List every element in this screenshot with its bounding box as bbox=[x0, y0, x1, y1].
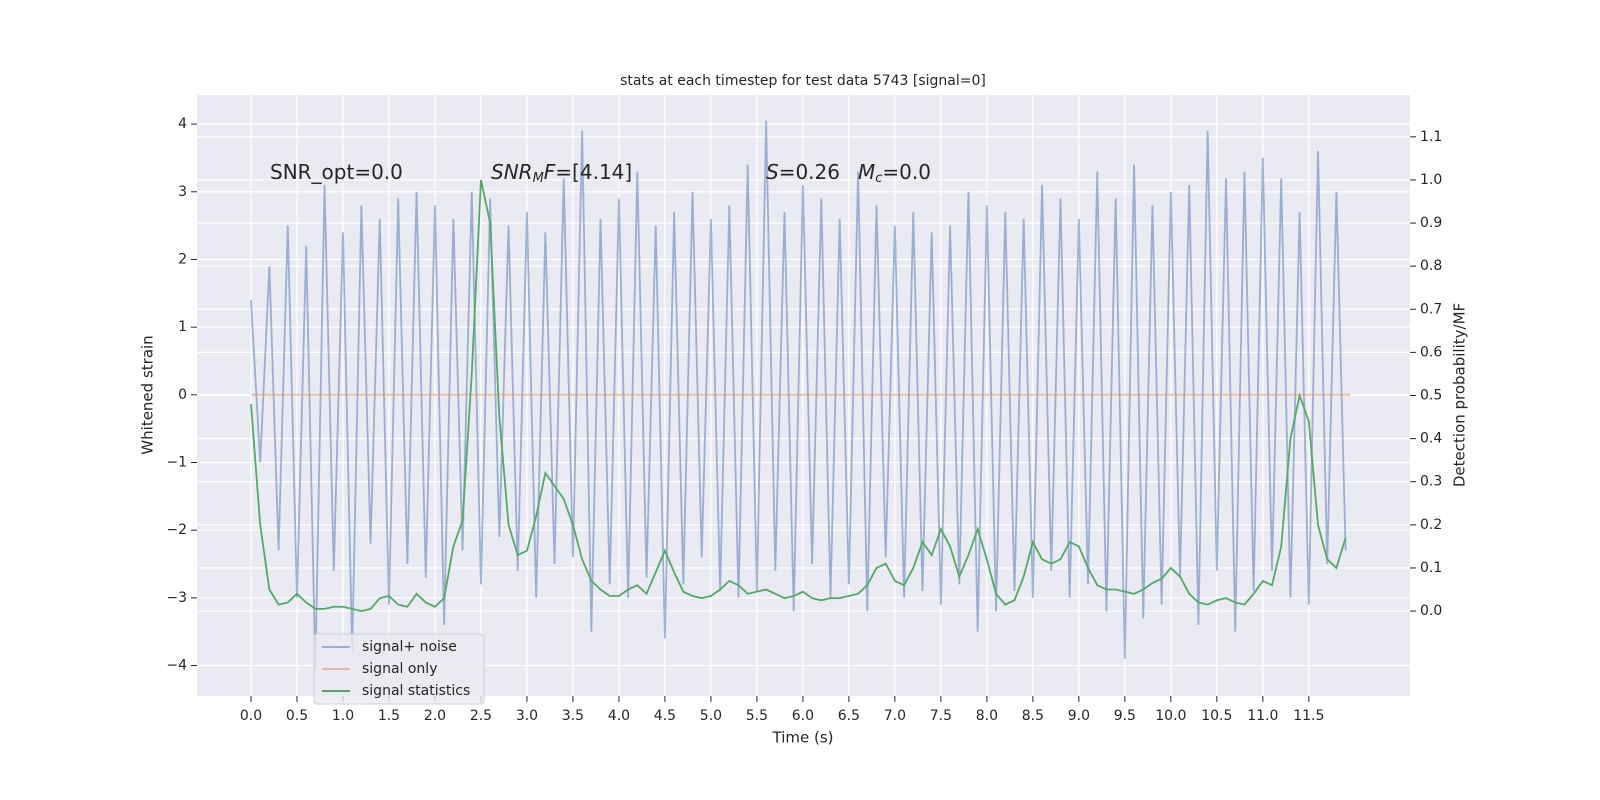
x-tick-label: 10.5 bbox=[1201, 708, 1232, 724]
y2-tick-label: 0.0 bbox=[1420, 603, 1442, 619]
y-tick-label: −4 bbox=[166, 658, 187, 674]
y2-tick-label: 0.2 bbox=[1420, 517, 1442, 533]
x-tick-label: 8.5 bbox=[1022, 708, 1044, 724]
legend: signal+ noise signal only signal statistic… bbox=[313, 633, 485, 705]
y2-tick-label: 0.4 bbox=[1420, 431, 1442, 447]
y-tick-label: 3 bbox=[178, 184, 187, 200]
x-tick-label: 7.0 bbox=[884, 708, 906, 724]
x-tick-label: 7.5 bbox=[930, 708, 952, 724]
x-axis-label: Time (s) bbox=[772, 729, 834, 747]
y2-tick-label: 0.6 bbox=[1420, 344, 1442, 360]
y2-tick-label: 0.3 bbox=[1420, 474, 1442, 490]
x-tick-label: 0.5 bbox=[286, 708, 308, 724]
y-tick-label: −2 bbox=[166, 522, 187, 538]
x-tick-label: 9.0 bbox=[1068, 708, 1090, 724]
x-tick-label: 2.0 bbox=[424, 708, 446, 724]
x-tick-label: 4.0 bbox=[608, 708, 630, 724]
annotation: SNR_opt=0.0 bbox=[270, 160, 403, 184]
legend-label: signal statistics bbox=[362, 683, 470, 699]
series-line bbox=[250, 179, 1347, 612]
x-tick-label: 3.5 bbox=[562, 708, 584, 724]
y-tick-label: −3 bbox=[166, 590, 187, 606]
x-tick-label: 10.0 bbox=[1155, 708, 1186, 724]
y2-tick-label: 0.8 bbox=[1420, 258, 1442, 274]
annotation-part: =0.26 bbox=[779, 160, 840, 184]
y-axis-label: Whitened strain bbox=[139, 335, 157, 454]
x-tick-label: 9.5 bbox=[1114, 708, 1136, 724]
annotation: SNRMF=[4.14] bbox=[491, 160, 632, 186]
x-tick-label: 8.0 bbox=[976, 708, 998, 724]
y-tick-label: −1 bbox=[166, 455, 187, 471]
x-tick-label: 5.0 bbox=[700, 708, 722, 724]
x-tick-label: 11.0 bbox=[1247, 708, 1278, 724]
x-tick-label: 5.5 bbox=[746, 708, 768, 724]
x-tick-label: 0.0 bbox=[240, 708, 262, 724]
y2-tick-label: 0.1 bbox=[1420, 560, 1442, 576]
annotation-part: SNR_opt=0.0 bbox=[270, 160, 403, 184]
y2-tick-label: 0.5 bbox=[1420, 388, 1442, 404]
y-tick-label: 4 bbox=[178, 116, 187, 132]
x-tick-label: 11.5 bbox=[1293, 708, 1324, 724]
x-tick-label: 6.0 bbox=[792, 708, 814, 724]
y2-tick-label: 0.9 bbox=[1420, 215, 1442, 231]
annotation-part: =0.0 bbox=[882, 160, 931, 184]
y2-axis-label: Detection probability/MF bbox=[1451, 303, 1469, 487]
y2-tick-label: 1.1 bbox=[1420, 129, 1442, 145]
y2-tick-label: 1.0 bbox=[1420, 172, 1442, 188]
y-tick-label: 0 bbox=[178, 387, 187, 403]
annotation-part: =[4.14] bbox=[555, 160, 632, 184]
annotation-part: c bbox=[875, 171, 882, 186]
legend-label: signal+ noise bbox=[362, 639, 457, 655]
x-tick-label: 2.5 bbox=[470, 708, 492, 724]
x-tick-label: 4.5 bbox=[654, 708, 676, 724]
y-tick-label: 1 bbox=[178, 319, 187, 335]
x-tick-label: 1.5 bbox=[378, 708, 400, 724]
legend-label: signal only bbox=[362, 661, 437, 677]
annotation-part: M bbox=[858, 160, 875, 184]
annotation-part: SNR bbox=[491, 160, 533, 184]
x-tick-label: 1.0 bbox=[332, 708, 354, 724]
x-tick-label: 3.0 bbox=[516, 708, 538, 724]
annotation-part: S bbox=[766, 160, 779, 184]
annotation-part: F bbox=[544, 160, 556, 184]
annotation: Mc=0.0 bbox=[858, 160, 931, 186]
y-tick-label: 2 bbox=[178, 251, 187, 267]
series-line bbox=[250, 120, 1347, 669]
y2-tick-label: 0.7 bbox=[1420, 301, 1442, 317]
annotation: S=0.26 bbox=[766, 160, 840, 184]
x-tick-label: 6.5 bbox=[838, 708, 860, 724]
chart-title: stats at each timestep for test data 574… bbox=[620, 73, 986, 89]
annotation-part: M bbox=[533, 171, 544, 186]
legend-box bbox=[313, 633, 485, 705]
